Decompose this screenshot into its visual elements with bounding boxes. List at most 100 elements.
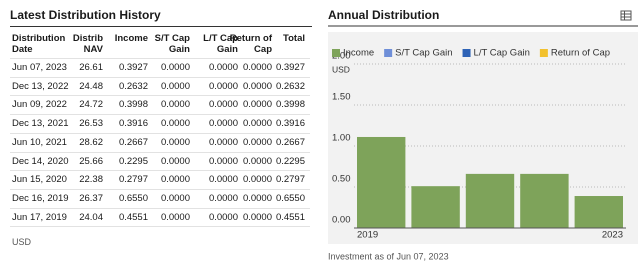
table-cell: 0.0000 xyxy=(208,136,238,148)
table-cell: 0.0000 xyxy=(160,174,190,186)
legend-label: S/T Cap Gain xyxy=(395,48,452,59)
legend-swatch xyxy=(462,49,471,57)
table-cell: 0.0000 xyxy=(242,211,272,223)
row-divider xyxy=(10,114,310,116)
title-rule xyxy=(10,26,312,27)
table-cell: 0.0000 xyxy=(160,192,190,204)
bar xyxy=(357,136,406,228)
table-cell: 0.2295 xyxy=(118,155,148,167)
bar xyxy=(465,173,515,228)
table-cell: Jun 10, 2021 xyxy=(12,136,67,148)
table-cell: 0.0000 xyxy=(160,155,190,167)
legend-swatch xyxy=(384,49,393,57)
table-cell: 0.2797 xyxy=(118,174,148,186)
table-cell: 0.0000 xyxy=(208,155,238,167)
row-divider xyxy=(10,76,310,78)
table-cell: Jun 15, 2020 xyxy=(12,174,67,186)
table-cell: 0.0000 xyxy=(208,118,238,130)
column-header: Return of Cap xyxy=(229,33,272,55)
table-cell: Dec 14, 2020 xyxy=(12,155,69,167)
column-header: Distribution Date xyxy=(12,33,66,55)
row-divider xyxy=(10,95,310,97)
table-cell: 0.2797 xyxy=(275,174,305,186)
column-header: Distrib NAV xyxy=(72,33,103,55)
table-footnote: USD xyxy=(12,237,32,247)
table-cell: 0.0000 xyxy=(160,80,190,92)
column-header: Income xyxy=(114,33,148,44)
table-cell: 0.2632 xyxy=(275,80,305,92)
table-cell: 26.37 xyxy=(79,192,103,204)
y-tick-label: 1.50 xyxy=(332,92,351,103)
bar xyxy=(574,196,623,228)
table-cell: 0.3927 xyxy=(275,62,305,73)
chart-title: Annual Distribution xyxy=(328,8,439,22)
chart-footnote: Investment as of Jun 07, 2023 xyxy=(328,251,449,261)
table-cell: 0.4551 xyxy=(275,211,305,223)
bar xyxy=(520,173,569,228)
row-divider xyxy=(10,226,310,228)
table-cell: 0.0000 xyxy=(208,80,238,92)
table-cell: 0.3998 xyxy=(275,99,305,111)
table-cell: 0.0000 xyxy=(242,80,272,92)
table-cell: 0.3927 xyxy=(118,62,148,73)
legend-label: Income xyxy=(343,48,374,59)
table-cell: 24.72 xyxy=(79,99,103,111)
table-title: Latest Distribution History xyxy=(10,8,161,22)
legend-label: L/T Cap Gain xyxy=(474,48,530,59)
y-tick-label: 0.00 xyxy=(332,215,351,226)
table-icon[interactable] xyxy=(620,10,632,21)
table-cell: 0.6550 xyxy=(275,192,305,204)
table-cell: 0.3916 xyxy=(275,118,305,130)
legend-label: Return of Cap xyxy=(551,48,610,59)
row-divider xyxy=(10,132,310,134)
row-divider xyxy=(10,58,310,59)
table-cell: 26.61 xyxy=(79,62,103,73)
table-cell: 24.48 xyxy=(79,80,103,92)
table-cell: Jun 17, 2019 xyxy=(12,211,67,223)
table-cell: 26.53 xyxy=(79,118,103,130)
x-tick-label: 2019 xyxy=(357,230,378,241)
row-divider xyxy=(10,188,310,190)
table-cell: Dec 16, 2019 xyxy=(12,192,69,204)
y-tick-label: 2.00 xyxy=(332,51,351,62)
column-header: Total xyxy=(283,33,305,44)
y-unit: USD xyxy=(332,64,350,74)
table-cell: 0.0000 xyxy=(242,99,272,111)
table-cell: Dec 13, 2021 xyxy=(12,118,69,130)
table-cell: 0.2667 xyxy=(118,136,148,148)
table-cell: 0.0000 xyxy=(242,136,272,148)
table-cell: 0.4551 xyxy=(118,211,148,223)
table-cell: 25.66 xyxy=(79,155,103,167)
chart: Annual Distribution Investment as of Jun… xyxy=(328,8,638,261)
table-cell: 0.0000 xyxy=(242,174,272,186)
distribution-table: Latest Distribution History Distribution… xyxy=(0,0,312,268)
table-cell: Dec 13, 2022 xyxy=(12,80,69,92)
table-cell: Jun 07, 2023 xyxy=(12,62,67,73)
row-divider xyxy=(10,170,310,172)
table-cell: 0.6550 xyxy=(118,192,148,204)
table-cell: 22.38 xyxy=(79,174,103,186)
table-cell: 0.0000 xyxy=(208,211,238,223)
table-cell: 0.3916 xyxy=(118,118,148,130)
table-cell: 0.2667 xyxy=(275,136,305,148)
table-cell: 0.2632 xyxy=(118,80,148,92)
row-divider xyxy=(10,151,310,153)
table-cell: 0.0000 xyxy=(242,155,272,167)
table-cell: 0.0000 xyxy=(242,62,272,73)
table-cell: 0.0000 xyxy=(242,118,272,130)
table-cell: 0.0000 xyxy=(160,62,190,73)
y-tick-label: 0.50 xyxy=(332,174,351,185)
column-header: L/T Cap Gain xyxy=(203,33,238,55)
table-cell: 0.0000 xyxy=(208,192,238,204)
legend-swatch xyxy=(539,49,548,57)
table-cell: 0.0000 xyxy=(160,99,190,111)
table-cell: 0.3998 xyxy=(118,99,148,111)
table-cell: 0.0000 xyxy=(242,192,272,204)
table-cell: 28.62 xyxy=(79,136,103,148)
table-cell: 0.0000 xyxy=(208,62,238,73)
x-tick-label: 2023 xyxy=(602,230,623,241)
table-cell: 0.0000 xyxy=(208,99,238,111)
table-cell: 0.2295 xyxy=(275,155,305,167)
table-cell: Jun 09, 2022 xyxy=(12,99,67,111)
